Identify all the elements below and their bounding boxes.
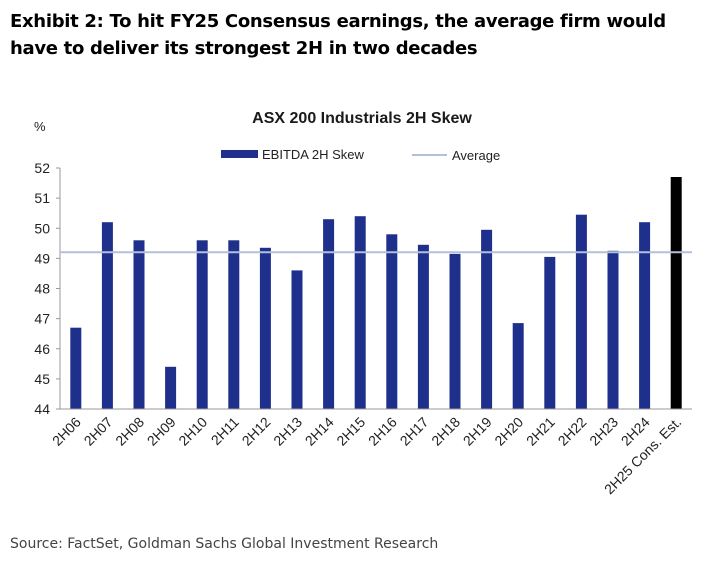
x-tick-label: 2H17	[397, 414, 432, 449]
bar-2h18	[449, 253, 461, 409]
legend-label-average: Average	[452, 148, 500, 163]
x-tick-label: 2H16	[365, 414, 400, 449]
x-tick-label: 2H18	[428, 414, 463, 449]
bar-2h10	[196, 240, 208, 409]
x-tick-label: 2H12	[239, 414, 274, 449]
source-note: Source: FactSet, Goldman Sachs Global In…	[10, 536, 439, 552]
bars	[70, 177, 682, 409]
bar-2h11	[228, 240, 240, 409]
y-axis: 44 45 46 47 48 49 50 51 52	[34, 160, 61, 417]
x-tick-label: 2H21	[523, 414, 558, 449]
x-tick-label: 2H23	[586, 414, 621, 449]
bar-2h06	[70, 327, 82, 409]
exhibit-title: Exhibit 2: To hit FY25 Consensus earning…	[10, 11, 666, 59]
bar-2h14	[323, 219, 335, 409]
bar-2h25-cons-est-	[670, 177, 682, 409]
legend: EBITDA 2H Skew Average	[221, 147, 500, 163]
x-tick-label: 2H06	[49, 414, 84, 449]
x-tick-label: 2H15	[333, 414, 368, 449]
y-tick-label: 46	[34, 341, 50, 357]
x-tick-label: 2H14	[302, 414, 337, 449]
bar-2h20	[512, 323, 524, 409]
bar-2h09	[165, 366, 177, 409]
y-tick-label: 52	[34, 160, 50, 176]
bar-2h24	[639, 222, 651, 409]
bar-2h08	[133, 240, 145, 409]
bar-2h13	[291, 270, 303, 409]
x-tick-label: 2H07	[81, 414, 116, 449]
bar-2h23	[607, 250, 619, 409]
bar-2h15	[354, 216, 366, 409]
legend-swatch-ebitda	[221, 150, 258, 158]
y-axis-unit: %	[34, 119, 46, 134]
bar-2h16	[386, 234, 398, 409]
y-tick-label: 50	[34, 220, 50, 236]
bar-2h19	[481, 229, 493, 409]
legend-label-ebitda: EBITDA 2H Skew	[262, 147, 364, 162]
x-tick-label: 2H20	[491, 414, 526, 449]
x-tick-label: 2H19	[460, 414, 495, 449]
x-tick-label: 2H10	[175, 414, 210, 449]
y-tick-label: 47	[34, 311, 50, 327]
x-tick-label: 2H22	[555, 414, 590, 449]
bar-2h07	[101, 222, 113, 409]
bar-2h17	[417, 244, 429, 409]
y-tick-label: 51	[34, 190, 50, 206]
x-tick-label: 2H09	[144, 414, 179, 449]
y-tick-label: 45	[34, 371, 50, 387]
y-tick-label: 48	[34, 281, 50, 297]
x-tick-label: 2H08	[112, 414, 147, 449]
bar-2h12	[259, 247, 271, 409]
x-tick-label: 2H11	[208, 414, 242, 448]
bar-2h21	[544, 256, 556, 409]
bar-2h22	[575, 214, 587, 409]
x-tick-label: 2H13	[270, 414, 305, 449]
y-tick-label: 44	[34, 401, 50, 417]
y-tick-label: 49	[34, 250, 50, 266]
x-axis: 2H062H072H082H092H102H112H122H132H142H15…	[49, 408, 692, 497]
chart-title: ASX 200 Industrials 2H Skew	[252, 110, 472, 127]
